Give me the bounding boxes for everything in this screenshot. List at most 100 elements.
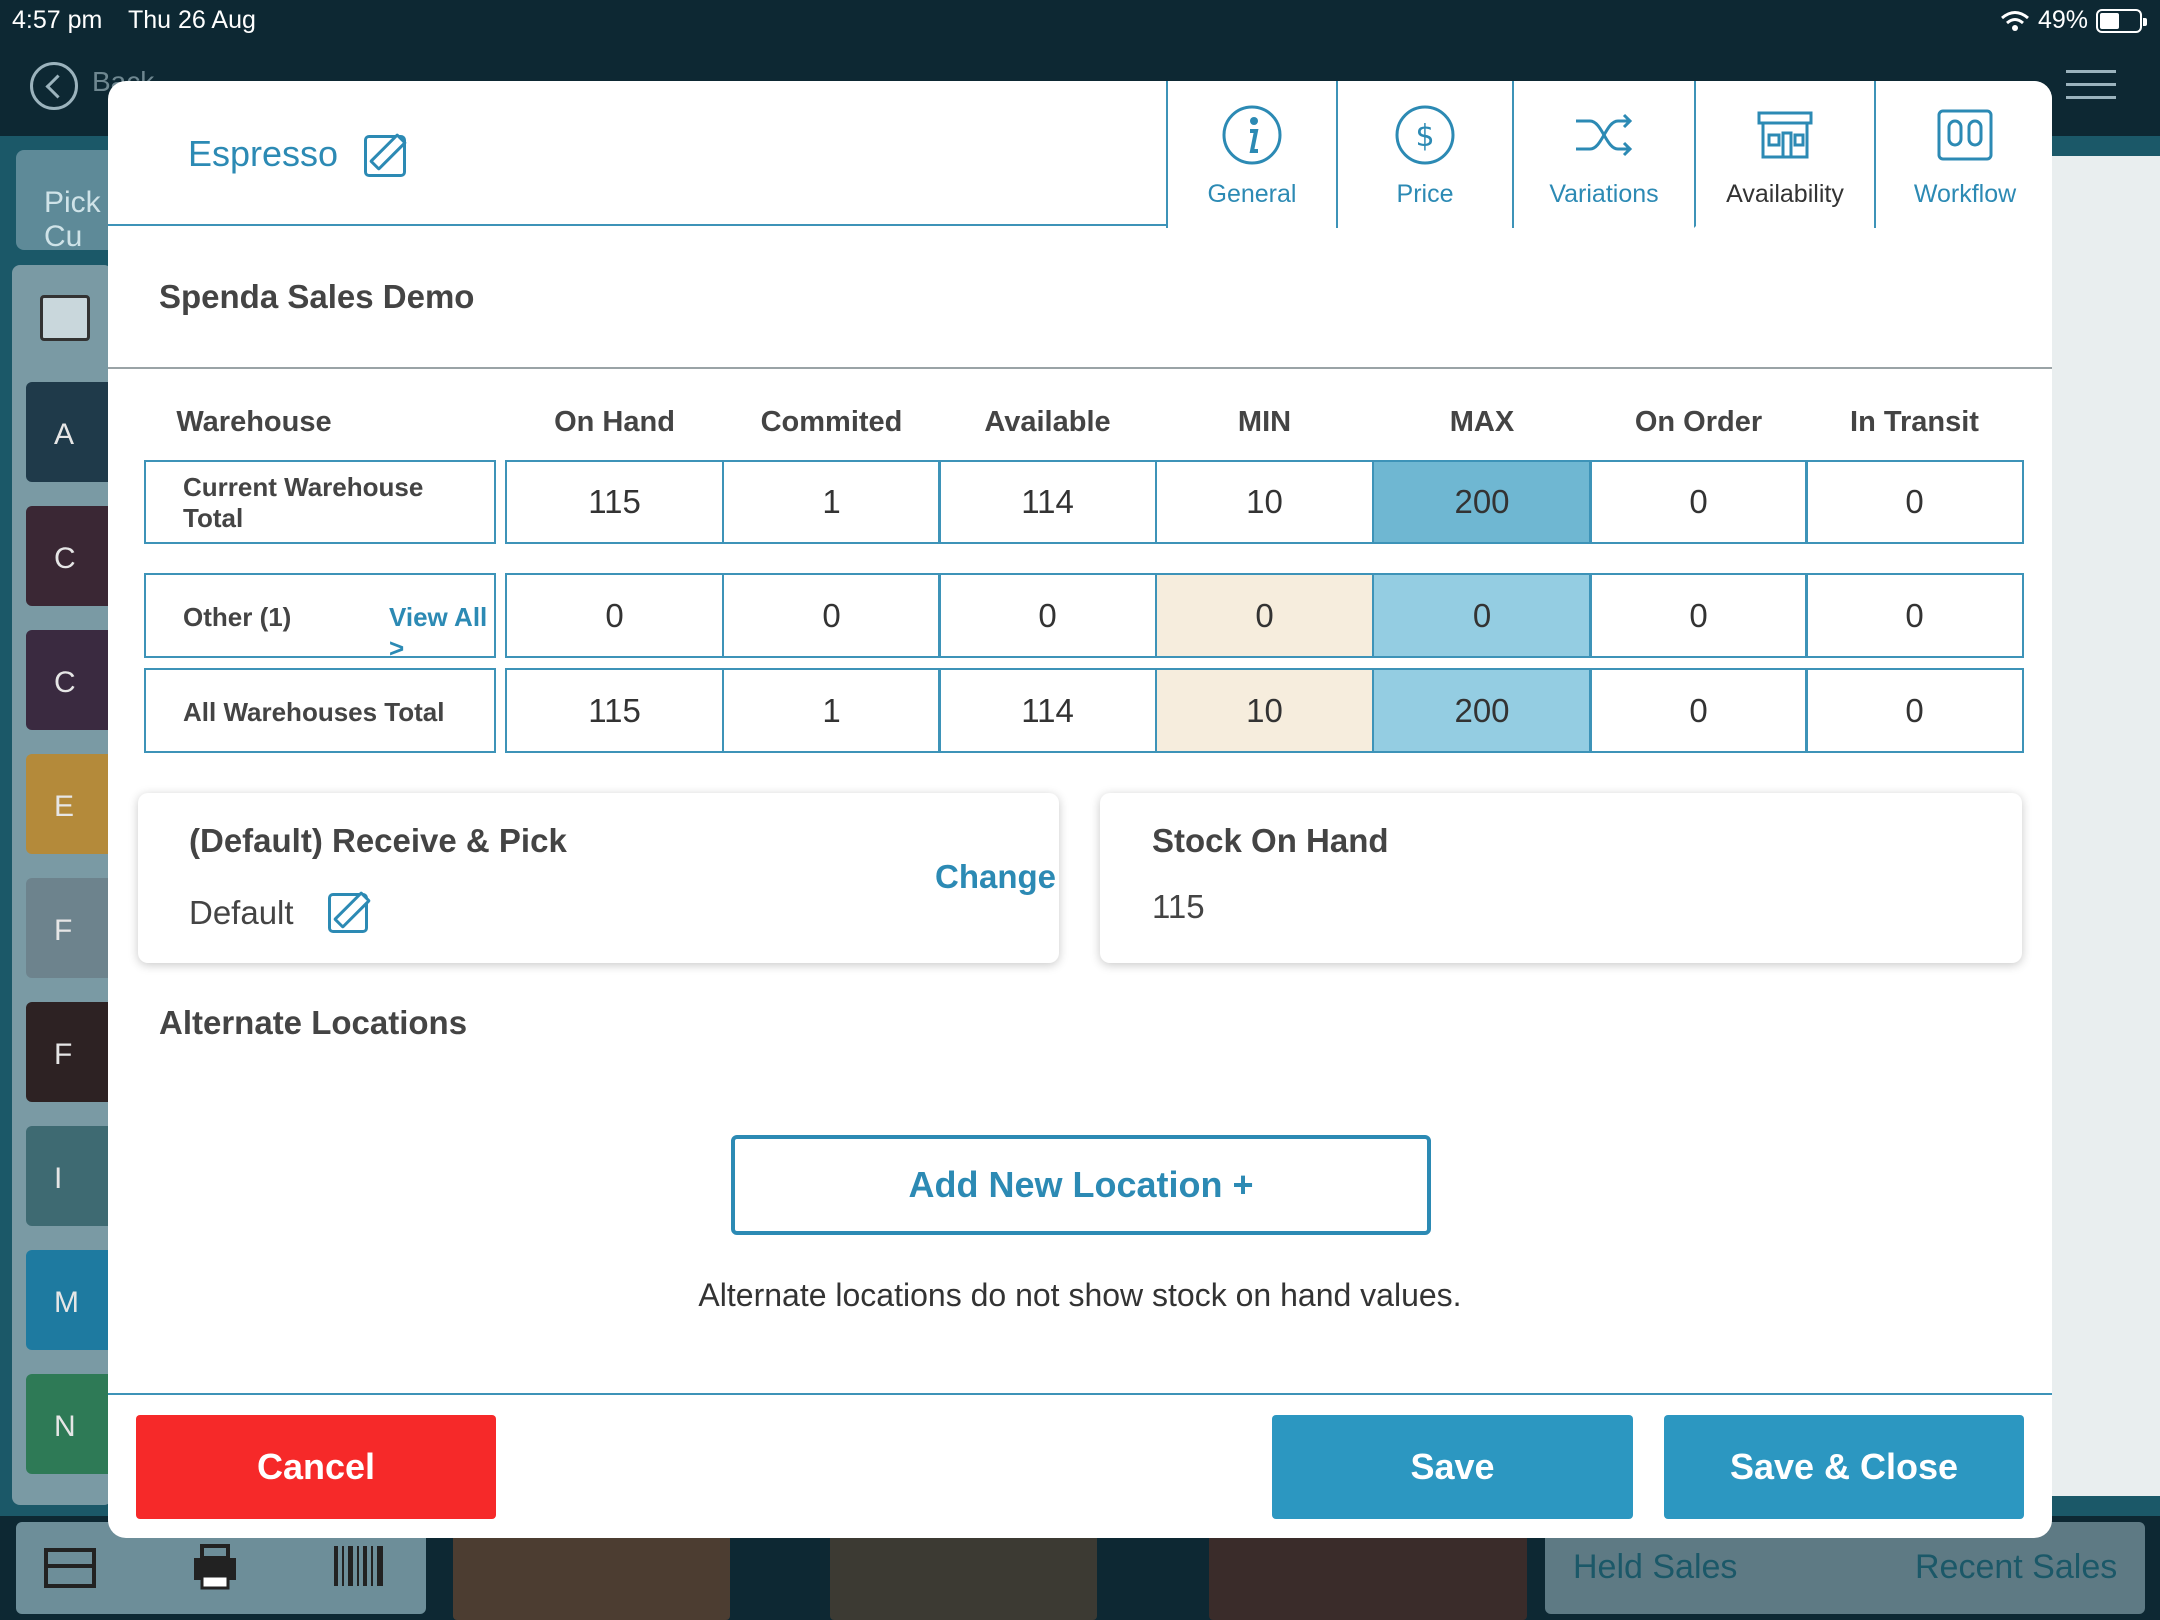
- row-label-all-warehouses: All Warehouses Total: [144, 668, 496, 753]
- cell-on-hand: 0: [505, 573, 724, 658]
- category-tile[interactable]: M: [26, 1250, 116, 1350]
- alternate-locations-title: Alternate Locations: [159, 1004, 468, 1041]
- info-icon: [1222, 105, 1282, 165]
- col-header-warehouse: Warehouse: [176, 406, 332, 438]
- cell-on-order: 0: [1589, 573, 1808, 658]
- tab-label: Price: [1396, 180, 1454, 208]
- tab-label: Availability: [1726, 180, 1844, 208]
- product-modal: Espresso General $ Price Variations Avai…: [108, 81, 2052, 1538]
- view-all-link[interactable]: View All >: [389, 602, 488, 663]
- col-header-in-transit: In Transit: [1850, 406, 1979, 438]
- cell-available: 0: [938, 573, 1157, 658]
- category-tile[interactable]: E: [26, 754, 116, 854]
- store-icon: [1757, 111, 1813, 159]
- drawer-icon[interactable]: [42, 1546, 98, 1590]
- cell-available: 114: [938, 668, 1157, 753]
- printer-icon[interactable]: [190, 1542, 240, 1592]
- cell-commited: 1: [722, 668, 941, 753]
- cell-in-transit: 0: [1805, 668, 2024, 753]
- category-tile[interactable]: A: [26, 382, 116, 482]
- tab-label: Variations: [1549, 180, 1659, 208]
- shuffle-icon: [1576, 113, 1633, 157]
- battery-percent: 49%: [2037, 6, 2088, 34]
- col-header-available: Available: [984, 406, 1111, 438]
- cell-commited: 0: [722, 573, 941, 658]
- wifi-icon: [2000, 10, 2029, 31]
- filter-settings-icon[interactable]: [2066, 70, 2116, 114]
- cell-in-transit: 0: [1805, 573, 2024, 658]
- cell-on-order: 0: [1589, 460, 1808, 544]
- cell-min[interactable]: 10: [1155, 460, 1374, 544]
- category-tile[interactable]: N: [26, 1374, 116, 1474]
- divider: [108, 367, 2052, 369]
- recent-sales-tab[interactable]: Recent Sales: [1915, 1548, 2118, 1586]
- cell-min[interactable]: 0: [1155, 573, 1374, 658]
- col-header-on-hand: On Hand: [554, 406, 675, 438]
- barcode-icon[interactable]: [332, 1544, 388, 1588]
- row-label-text: All Warehouses Total: [183, 697, 445, 727]
- stock-on-hand-card: Stock On Hand 115: [1100, 793, 2022, 963]
- receive-pick-title: (Default) Receive & Pick: [189, 822, 567, 859]
- cancel-button[interactable]: Cancel: [136, 1415, 496, 1519]
- save-button[interactable]: Save: [1272, 1415, 1633, 1519]
- status-date: Thu 26 Aug: [128, 6, 256, 34]
- add-new-location-button[interactable]: Add New Location +: [731, 1135, 1431, 1235]
- row-label-current-warehouse: Current Warehouse Total: [144, 460, 496, 544]
- dollar-icon: $: [1395, 105, 1455, 165]
- cell-on-hand: 115: [505, 460, 724, 544]
- status-bar: 4:57 pm Thu 26 Aug 49%: [0, 0, 2160, 40]
- tab-price[interactable]: $ Price: [1336, 81, 1512, 228]
- cell-in-transit: 0: [1805, 460, 2024, 544]
- product-photo-tea[interactable]: [1209, 1530, 1527, 1620]
- cell-available: 114: [938, 460, 1157, 544]
- cell-commited: 1: [722, 460, 941, 544]
- product-photo-coffee[interactable]: [453, 1530, 730, 1620]
- row-label-text: Current Warehouse Total: [183, 472, 424, 533]
- alternate-locations-note: Alternate locations do not show stock on…: [698, 1277, 1462, 1313]
- receive-pick-value: Default: [189, 894, 294, 931]
- tab-variations[interactable]: Variations: [1512, 81, 1694, 228]
- tab-label: General: [1207, 180, 1297, 208]
- cell-min[interactable]: 10: [1155, 668, 1374, 753]
- col-header-commited: Commited: [760, 406, 903, 438]
- category-tile[interactable]: F: [26, 1002, 116, 1102]
- edit-name-icon[interactable]: [364, 135, 406, 177]
- stock-on-hand-value: 115: [1152, 888, 1205, 925]
- category-tile[interactable]: C: [26, 630, 116, 730]
- cell-max[interactable]: 0: [1372, 573, 1592, 658]
- category-tile[interactable]: I: [26, 1126, 116, 1226]
- edit-location-icon[interactable]: [328, 893, 368, 933]
- change-link[interactable]: Change: [935, 858, 1057, 895]
- tab-availability[interactable]: Availability: [1694, 81, 1874, 228]
- cell-max[interactable]: 200: [1372, 460, 1592, 544]
- category-tile[interactable]: C: [26, 506, 116, 606]
- svg-text:$: $: [1415, 119, 1434, 154]
- product-photo-soup[interactable]: [830, 1530, 1097, 1620]
- held-sales-tab[interactable]: Held Sales: [1573, 1548, 1738, 1586]
- pick-customer-button[interactable]: Pick Cu: [16, 150, 116, 253]
- row-label-other: Other (1) View All >: [144, 573, 496, 663]
- cell-on-hand: 115: [505, 668, 724, 753]
- footer-divider: [108, 1393, 2052, 1395]
- product-name: Espresso: [188, 133, 339, 174]
- back-icon[interactable]: [30, 62, 78, 110]
- tab-general[interactable]: General: [1166, 81, 1336, 228]
- battery-icon: [2096, 8, 2147, 33]
- workflow-icon: [1937, 109, 1993, 161]
- save-close-button[interactable]: Save & Close: [1664, 1415, 2024, 1519]
- category-tile[interactable]: F: [26, 878, 116, 978]
- tab-bar: General $ Price Variations Availability …: [1166, 81, 2052, 228]
- col-header-on-order: On Order: [1634, 406, 1763, 438]
- status-right: 49%: [2000, 6, 2147, 35]
- cell-on-order: 0: [1589, 668, 1808, 753]
- company-name: Spenda Sales Demo: [159, 278, 475, 315]
- list-icon[interactable]: [40, 295, 90, 341]
- status-time: 4:57 pm: [12, 6, 103, 34]
- cell-max[interactable]: 200: [1372, 668, 1592, 753]
- col-header-max: MAX: [1449, 406, 1515, 438]
- row-label-text: Other (1): [183, 602, 292, 632]
- modal-header: Espresso: [108, 81, 2052, 226]
- tab-label: Workflow: [1913, 180, 2017, 208]
- tab-workflow[interactable]: Workflow: [1874, 81, 2052, 228]
- col-header-min: MIN: [1237, 406, 1292, 438]
